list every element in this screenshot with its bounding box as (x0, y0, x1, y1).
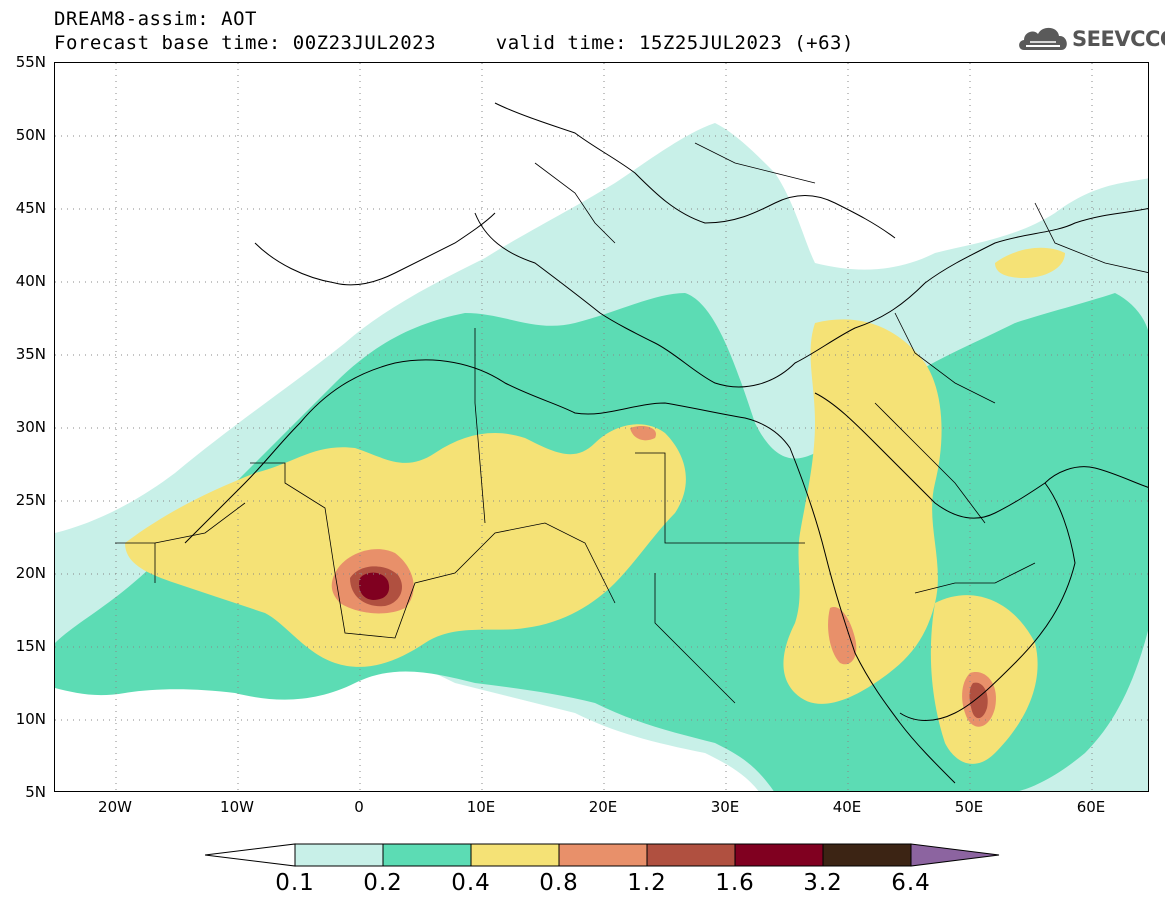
aot-contours (55, 123, 1148, 791)
colorbar-box-0-1 (294, 843, 384, 867)
colorbar-upper-arrow (910, 843, 1000, 867)
aot-band-0-8-b (828, 607, 857, 665)
lon-label-20w: 20W (98, 798, 132, 816)
lon-label-0: 0 (354, 798, 364, 816)
aot-band-0-8-d (630, 426, 656, 441)
lat-label-45n: 45N (15, 199, 46, 217)
lat-label-35n: 35N (15, 345, 46, 363)
colorbar-box-1-6 (734, 843, 824, 867)
lon-label-30e: 30E (710, 798, 740, 816)
seevccc-logo: SEEVCCC (1016, 22, 1165, 56)
lat-label-10n: 10N (15, 710, 46, 728)
forecast-time-line: Forecast base time: 00Z23JUL2023 valid t… (54, 32, 854, 54)
lon-label-10e: 10E (466, 798, 496, 816)
lat-label-50n: 50N (15, 126, 46, 144)
lon-label-10w: 10W (220, 798, 254, 816)
lat-label-20n: 20N (15, 564, 46, 582)
colorbar-label-0-4: 0.4 (451, 870, 491, 896)
valid-time: valid time: 15Z25JUL2023 (+63) (495, 32, 854, 54)
colorbar-box-0-4 (470, 843, 560, 867)
forecast-base-time: Forecast base time: 00Z23JUL2023 (54, 32, 437, 54)
aot-band-0-4 (125, 424, 686, 667)
colorbar-label-0-2: 0.2 (363, 870, 403, 896)
lon-label-50e: 50E (954, 798, 984, 816)
coastlines (184, 102, 1148, 784)
graticule (55, 63, 1148, 791)
aot-map (54, 62, 1149, 792)
country-borders (115, 142, 1148, 704)
colorbar (205, 843, 1000, 867)
lat-label-40n: 40N (15, 272, 46, 290)
colorbar-lower-arrow (205, 843, 296, 867)
logo-text: SEEVCCC (1072, 27, 1165, 51)
colorbar-box-0-8 (558, 843, 648, 867)
colorbar-label-1-6: 1.6 (715, 870, 755, 896)
lon-label-20e: 20E (588, 798, 618, 816)
lat-label-15n: 15N (15, 637, 46, 655)
map-canvas (55, 63, 1148, 791)
lat-label-30n: 30N (15, 418, 46, 436)
colorbar-label-6-4: 6.4 (891, 870, 931, 896)
model-title: DREAM8-assim: AOT (54, 8, 257, 30)
colorbar-box-0-2 (382, 843, 472, 867)
colorbar-box-1-2 (646, 843, 736, 867)
aot-band-0-4-b (783, 319, 942, 704)
aot-band-1-2-b (969, 682, 988, 719)
lat-label-55n: 55N (15, 53, 46, 71)
colorbar-box-3-2 (822, 843, 912, 867)
aot-band-1-6 (359, 572, 390, 600)
cloud-icon (1019, 27, 1067, 50)
colorbar-label-3-2: 3.2 (803, 870, 843, 896)
colorbar-label-0-1: 0.1 (275, 870, 315, 896)
lon-label-60e: 60E (1076, 798, 1106, 816)
lat-label-5n: 5N (25, 783, 46, 801)
aot-band-0-4-d (995, 247, 1065, 278)
colorbar-label-0-8: 0.8 (539, 870, 579, 896)
lat-label-25n: 25N (15, 491, 46, 509)
colorbar-label-1-2: 1.2 (627, 870, 667, 896)
lon-label-40e: 40E (832, 798, 862, 816)
